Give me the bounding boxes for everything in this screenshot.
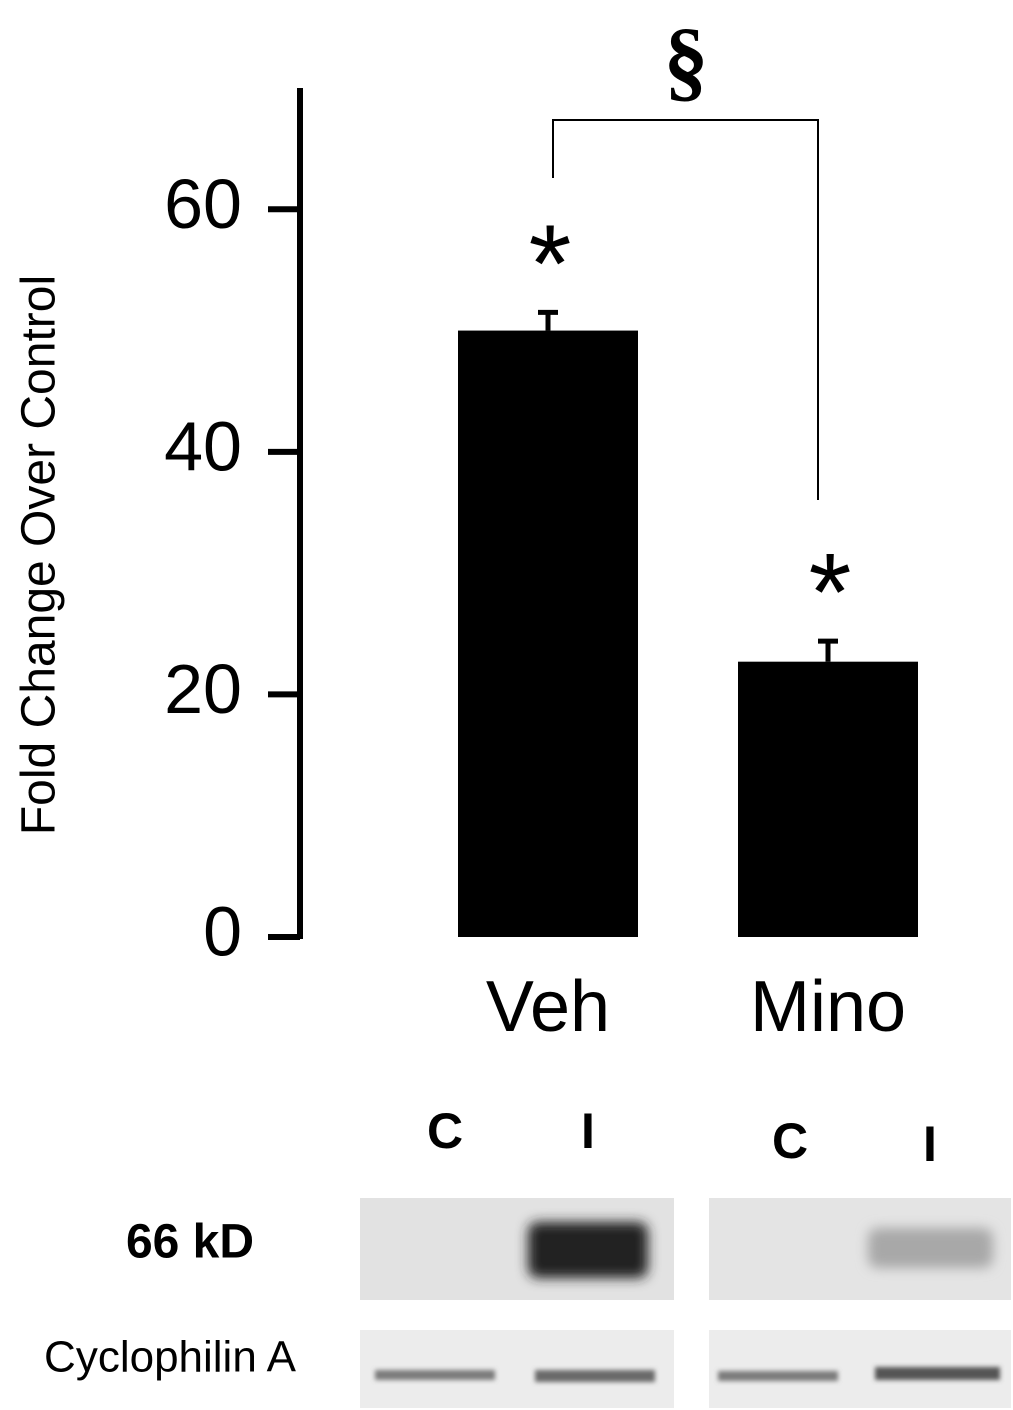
y-tick-label: 40 xyxy=(164,407,242,485)
blot-row-label: 66 kD xyxy=(126,1216,254,1269)
bar xyxy=(738,662,918,937)
bracket-label: § xyxy=(664,12,709,111)
y-tick-label: 60 xyxy=(164,165,242,243)
significance-marker: * xyxy=(529,202,572,325)
significance-marker: * xyxy=(809,531,852,654)
bar xyxy=(458,331,638,937)
figure: Fold Change Over Control 66 kD Cyclophil… xyxy=(0,0,1013,1410)
x-tick-label: Veh xyxy=(486,967,610,1047)
lane-label: C xyxy=(772,1113,808,1169)
blot-row-label: Cyclophilin A xyxy=(44,1333,297,1382)
y-axis-label: Fold Change Over Control xyxy=(13,275,66,835)
lane-label: I xyxy=(581,1103,595,1159)
y-tick-label: 20 xyxy=(164,650,242,728)
blot-image xyxy=(360,1198,1011,1408)
x-tick-label: Mino xyxy=(750,967,906,1047)
lane-label: C xyxy=(427,1103,463,1159)
lane-label: I xyxy=(923,1116,937,1172)
y-tick-label: 0 xyxy=(203,892,242,970)
